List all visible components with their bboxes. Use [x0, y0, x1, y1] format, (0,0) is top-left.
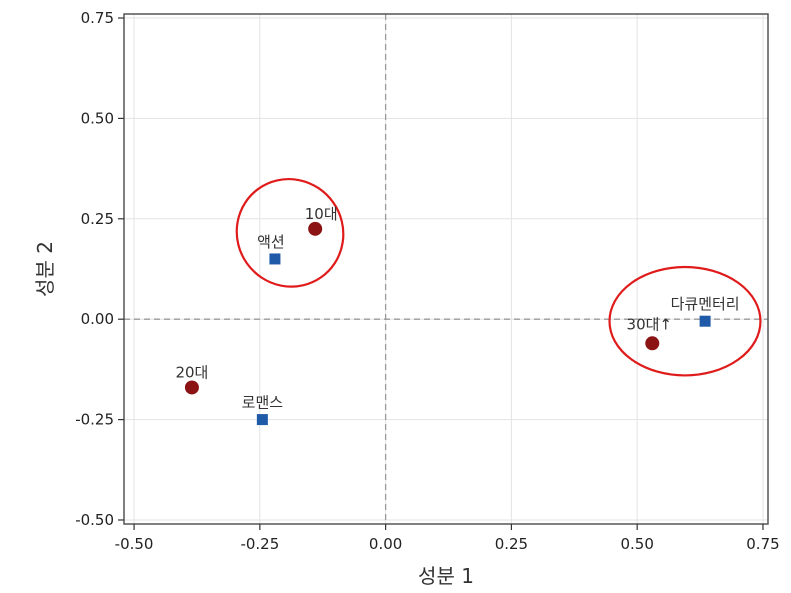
y-tick-label: -0.50	[75, 511, 114, 529]
point-label: 20대	[175, 363, 208, 381]
highlight-ellipses	[235, 177, 762, 377]
point-marker-square	[699, 315, 711, 327]
point-label: 10대	[305, 205, 338, 223]
x-tick-label: -0.25	[240, 535, 279, 553]
x-tick-label: 0.25	[495, 535, 528, 553]
x-tick-label: -0.50	[115, 535, 154, 553]
x-axis-title: 성분 1	[418, 564, 474, 588]
y-tick-label: 0.75	[81, 9, 114, 27]
x-tick-label: 0.75	[746, 535, 779, 553]
point-marker-circle	[645, 336, 660, 351]
y-tick-label: 0.25	[81, 210, 114, 228]
y-tick-label: 0.50	[81, 109, 114, 127]
x-tick-label: 0.50	[620, 535, 653, 553]
y-tick-label: -0.25	[75, 411, 114, 429]
point-marker-circle	[184, 380, 199, 395]
highlight-ellipse	[235, 177, 345, 288]
point-marker-square	[269, 253, 281, 265]
point-marker-circle	[308, 221, 323, 236]
highlight-ellipse	[608, 265, 762, 377]
y-axis-title: 성분 2	[33, 241, 57, 297]
plot-panel	[123, 13, 769, 525]
y-tick-label: 0.00	[81, 310, 114, 328]
x-tick-label: 0.00	[369, 535, 402, 553]
point-marker-square	[256, 414, 268, 426]
point-label: 30대↑	[627, 315, 672, 333]
point-label: 다큐멘터리	[671, 295, 740, 313]
point-label: 로맨스	[242, 394, 284, 412]
tick-layer: -0.50 -0.25 0.00 0.25 0.50 0.75 -0.50 -0.25 0.00…	[75, 9, 779, 553]
point-label: 액션	[257, 233, 285, 251]
grid-layer	[124, 14, 768, 524]
reference-lines	[124, 14, 768, 524]
